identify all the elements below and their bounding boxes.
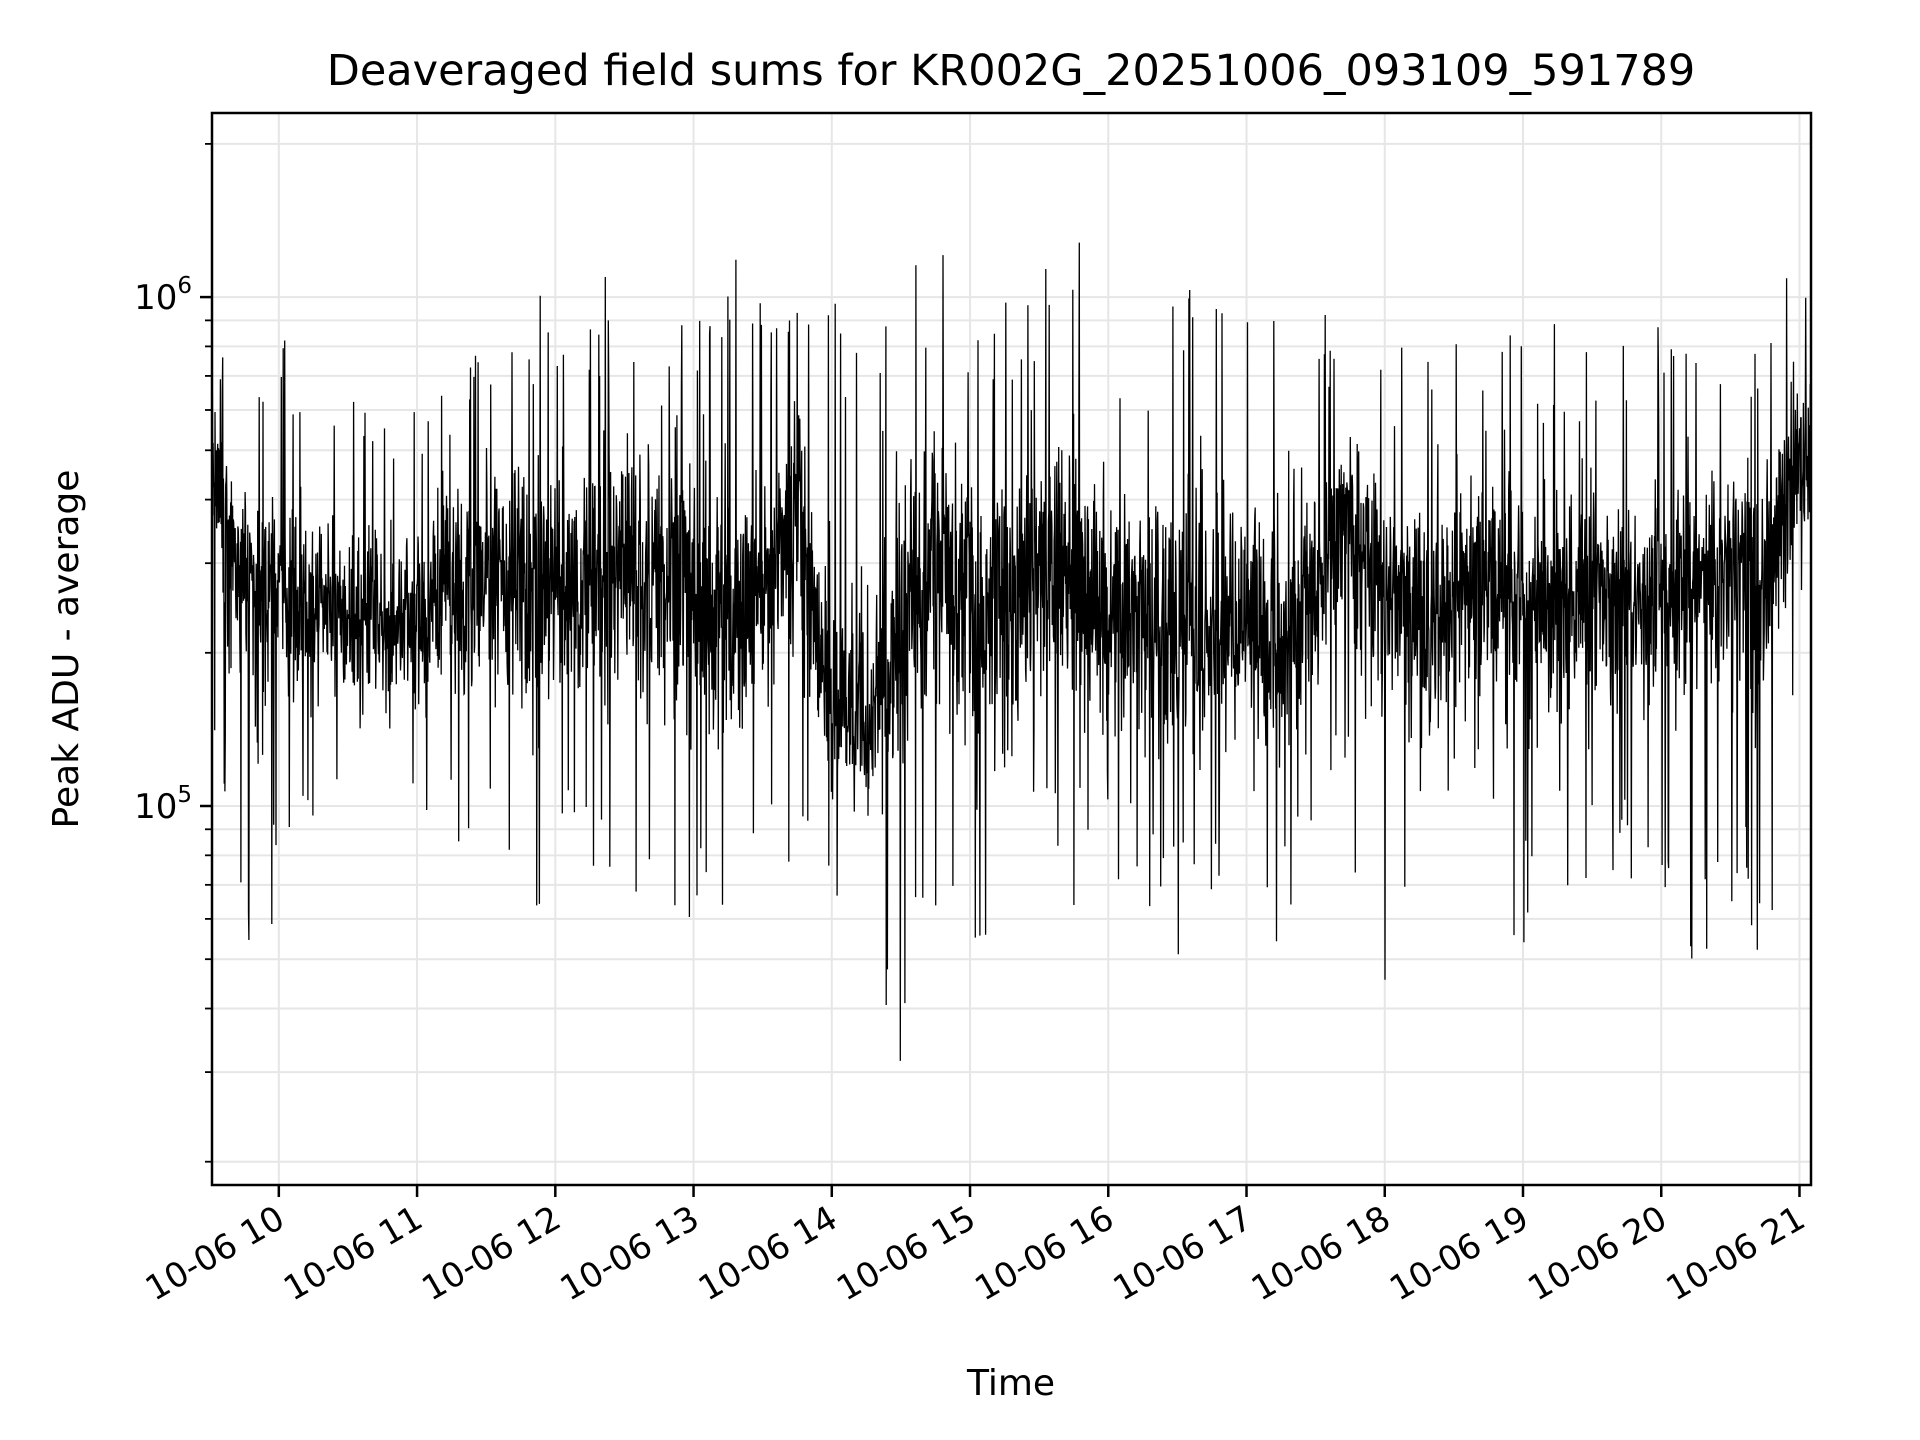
x-tick-label: 10-06 19 [1383,1198,1535,1309]
y-tick-base: 10 [134,787,177,827]
x-tick-label: 10-06 12 [415,1198,567,1309]
plot-frame [210,111,1813,1187]
x-tick-label: 10-06 10 [139,1198,291,1309]
x-tick-label: 10-06 11 [277,1198,429,1309]
x-tick-label: 10-06 13 [554,1198,706,1309]
x-tick-label: 10-06 16 [968,1198,1120,1309]
x-tick-label: 10-06 18 [1245,1198,1397,1309]
x-tick-label: 10-06 17 [1107,1198,1259,1309]
x-tick-label: 10-06 21 [1660,1198,1812,1309]
x-axis-label: Time [966,1363,1055,1404]
y-tick-exponent: 6 [177,273,192,299]
x-tick-label: 10-06 15 [830,1198,982,1309]
x-tick-label: 10-06 14 [692,1198,844,1309]
data-series [211,242,1812,1061]
y-tick-label: 105 [134,782,192,827]
chart-title: Deaveraged field sums for KR002G_2025100… [327,46,1696,96]
y-tick-base: 10 [134,278,177,318]
y-axis-label: Peak ADU - average [46,470,87,829]
y-tick-exponent: 5 [177,782,192,808]
series-line [211,242,1812,1061]
x-tick-label: 10-06 20 [1521,1198,1673,1309]
y-tick-label: 106 [134,273,192,318]
